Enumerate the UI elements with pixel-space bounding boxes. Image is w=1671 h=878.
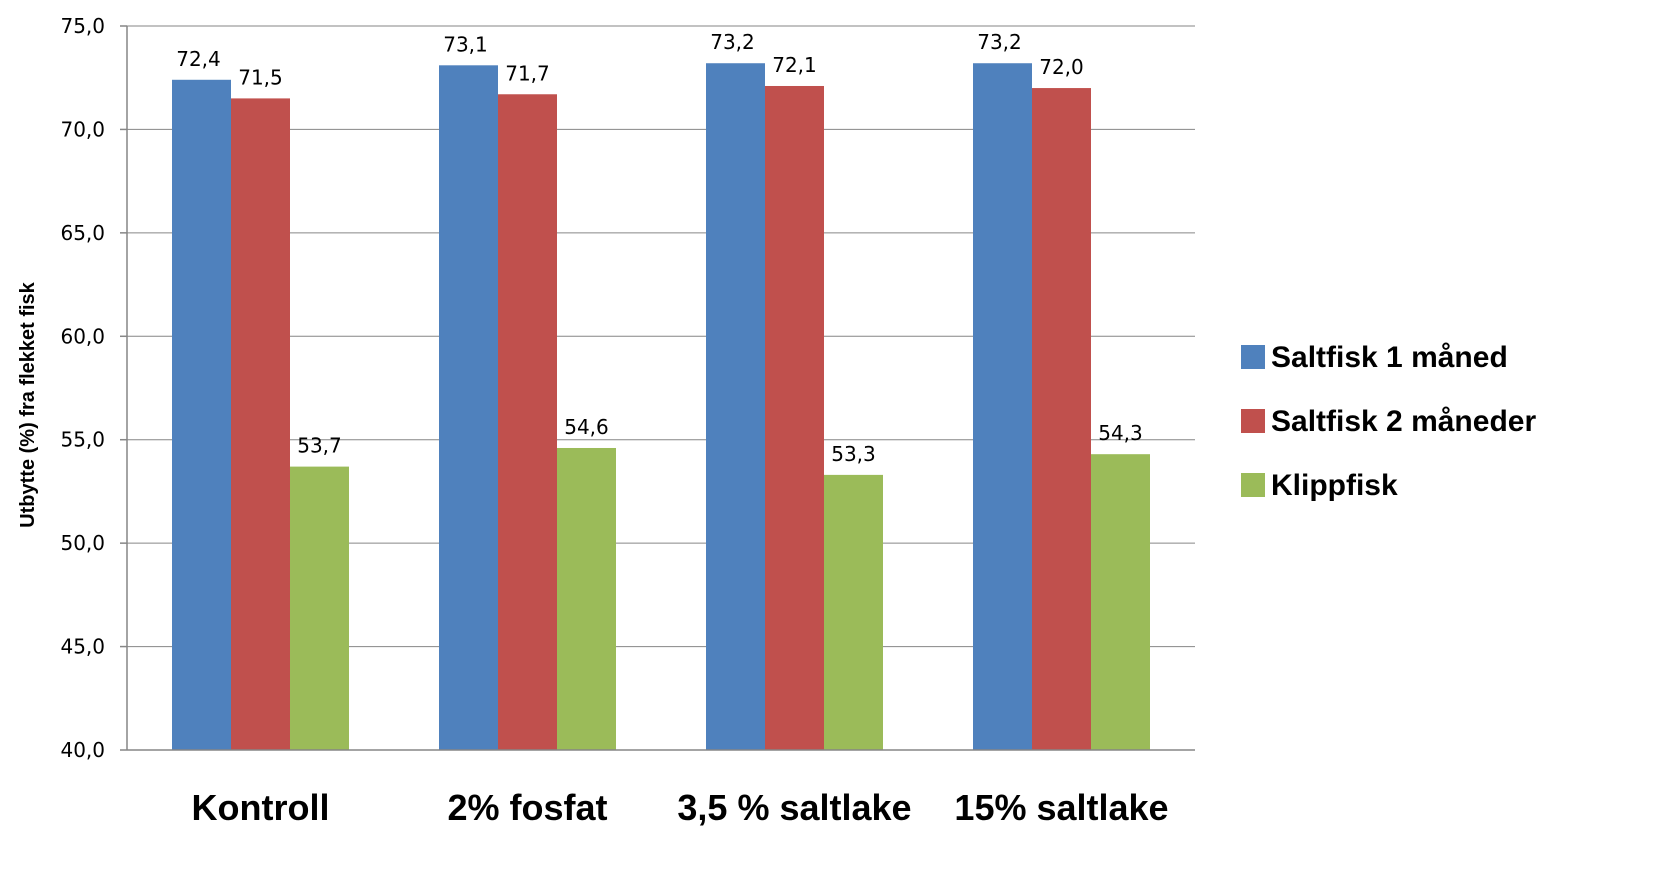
data-label: 73,2 bbox=[710, 30, 755, 54]
y-tick-label: 50,0 bbox=[60, 531, 105, 555]
bar bbox=[231, 98, 290, 750]
bar bbox=[1032, 88, 1091, 751]
y-tick-label: 40,0 bbox=[60, 738, 105, 762]
x-axis-categories: Kontroll 2% fosfat 3,5 % saltlake 15% saltl… bbox=[192, 787, 1169, 828]
data-label: 73,2 bbox=[977, 30, 1022, 54]
bar bbox=[706, 63, 765, 750]
y-tick-label: 55,0 bbox=[60, 428, 105, 452]
bar bbox=[557, 447, 616, 750]
data-label: 54,3 bbox=[1098, 421, 1143, 445]
y-tick-label: 65,0 bbox=[60, 221, 105, 245]
data-label: 53,7 bbox=[297, 434, 342, 458]
legend: Saltfisk 1 måned Saltfisk 2 måneder Klippf… bbox=[1241, 341, 1536, 502]
x-category-label: 3,5 % saltlake bbox=[677, 787, 911, 828]
legend-swatch bbox=[1241, 473, 1265, 497]
legend-swatch bbox=[1241, 345, 1265, 369]
y-tick-label: 60,0 bbox=[60, 324, 105, 348]
data-label: 54,6 bbox=[564, 415, 609, 439]
data-label: 71,7 bbox=[505, 61, 550, 85]
bar bbox=[498, 94, 557, 750]
x-category-label: 15% saltlake bbox=[954, 787, 1168, 828]
y-tick-label: 45,0 bbox=[60, 635, 105, 659]
data-label: 73,1 bbox=[443, 32, 488, 56]
legend-swatch bbox=[1241, 409, 1265, 433]
data-label: 53,3 bbox=[831, 442, 876, 466]
bar bbox=[973, 63, 1032, 750]
data-label: 72,1 bbox=[772, 53, 817, 77]
bar bbox=[824, 474, 883, 750]
y-axis-title: Utbytte (%) fra flekket fisk bbox=[17, 281, 39, 527]
bar bbox=[439, 65, 498, 750]
data-label: 71,5 bbox=[238, 65, 283, 89]
legend-label: Saltfisk 2 måneder bbox=[1271, 405, 1536, 438]
bar bbox=[172, 79, 231, 751]
y-tick-label: 70,0 bbox=[60, 117, 105, 141]
legend-label: Klippfisk bbox=[1271, 469, 1398, 502]
data-labels: 72,4 71,5 53,7 73,1 71,7 54,6 73,2 72,1 53,3 73,2… bbox=[176, 30, 1143, 466]
y-axis-ticks: 40,0 45,0 50,0 55,0 60,0 65,0 70,0 75,0 bbox=[60, 14, 127, 762]
data-label: 72,4 bbox=[176, 47, 221, 71]
bars bbox=[172, 63, 1150, 751]
bar bbox=[290, 466, 349, 750]
x-category-label: Kontroll bbox=[192, 787, 330, 828]
x-category-label: 2% fosfat bbox=[447, 787, 607, 828]
bar bbox=[765, 85, 824, 750]
bar bbox=[1091, 454, 1150, 750]
data-label: 72,0 bbox=[1039, 55, 1084, 79]
legend-label: Saltfisk 1 måned bbox=[1271, 341, 1508, 374]
y-tick-label: 75,0 bbox=[60, 14, 105, 38]
